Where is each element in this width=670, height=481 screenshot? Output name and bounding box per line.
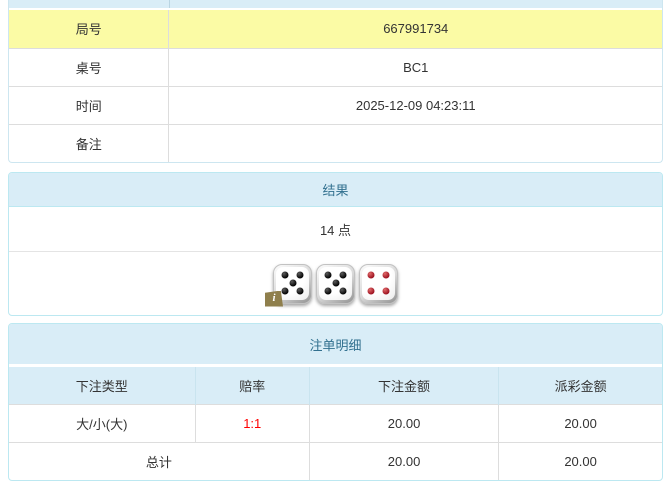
bet-row: 大/小(大) 1:1 20.00 20.00 (9, 403, 662, 442)
die-face (362, 266, 395, 300)
game-info-panel: 局号 667991734 桌号 BC1 时间 2025-12-09 04:23:… (8, 0, 663, 163)
die-pip (367, 271, 375, 279)
row-time: 时间 2025-12-09 04:23:11 (9, 85, 662, 124)
time-value: 2025-12-09 04:23:11 (168, 85, 662, 124)
payout-amount-value: 20.00 (498, 403, 662, 442)
bet-details-panel: 注单明细 下注类型 赔率 下注金额 派彩金额 大/小(大) 1:1 20.00 … (8, 323, 663, 481)
total-label: 总计 (9, 441, 310, 480)
die-face (319, 266, 352, 300)
die-face (276, 266, 309, 300)
die-5-black: i (265, 263, 312, 307)
row-table-number: 桌号 BC1 (9, 47, 662, 86)
die-pip (324, 287, 332, 295)
die-pip (296, 287, 304, 295)
remark-label: 备注 (9, 123, 170, 162)
die-pip (339, 271, 347, 279)
row-game-number: 局号 667991734 (9, 10, 662, 48)
die-pip (382, 287, 390, 295)
game-info-table: 局号 667991734 桌号 BC1 时间 2025-12-09 04:23:… (9, 10, 662, 162)
bet-amount-value: 20.00 (308, 403, 499, 442)
result-panel-title: 结果 (9, 173, 662, 207)
die-pip (324, 271, 332, 279)
table-number-label: 桌号 (9, 47, 170, 86)
total-bet-amount: 20.00 (308, 441, 499, 480)
die-5-black (316, 263, 355, 304)
die-pip (332, 279, 339, 287)
result-points: 14 点 (9, 207, 662, 252)
game-number-value: 667991734 (168, 10, 662, 48)
info-badge-icon[interactable]: i (265, 290, 283, 307)
total-payout-amount: 20.00 (498, 441, 662, 480)
game-number-label: 局号 (9, 10, 170, 48)
die-pip (339, 287, 347, 295)
col-header-odds: 赔率 (194, 367, 310, 404)
bet-type-value: 大/小(大) (9, 403, 196, 442)
col-header-bet-type: 下注类型 (9, 367, 196, 404)
dice-row: i (9, 252, 662, 315)
column-divider (168, 0, 170, 8)
game-info-header-strip (9, 0, 662, 10)
die-pip (367, 287, 375, 295)
bet-table-header-row: 下注类型 赔率 下注金额 派彩金额 (9, 367, 662, 404)
col-header-payout-amount: 派彩金额 (498, 367, 662, 404)
result-panel: 结果 14 点 i (8, 172, 663, 316)
total-row: 总计 20.00 20.00 (9, 441, 662, 480)
die-pip (382, 271, 390, 279)
row-remark: 备注 (9, 123, 662, 162)
die-pip (281, 287, 289, 295)
col-header-bet-amount: 下注金额 (308, 367, 499, 404)
bet-details-title: 注单明细 (9, 324, 662, 367)
remark-value (168, 123, 662, 162)
die-pip (289, 279, 296, 287)
odds-value: 1:1 (194, 403, 310, 442)
table-number-value: BC1 (168, 47, 662, 86)
bet-details-table: 下注类型 赔率 下注金额 派彩金额 大/小(大) 1:1 20.00 20.00… (9, 367, 662, 480)
die-4-red (359, 263, 398, 304)
time-label: 时间 (9, 85, 170, 124)
die-pip (281, 271, 289, 279)
die-pip (296, 271, 304, 279)
